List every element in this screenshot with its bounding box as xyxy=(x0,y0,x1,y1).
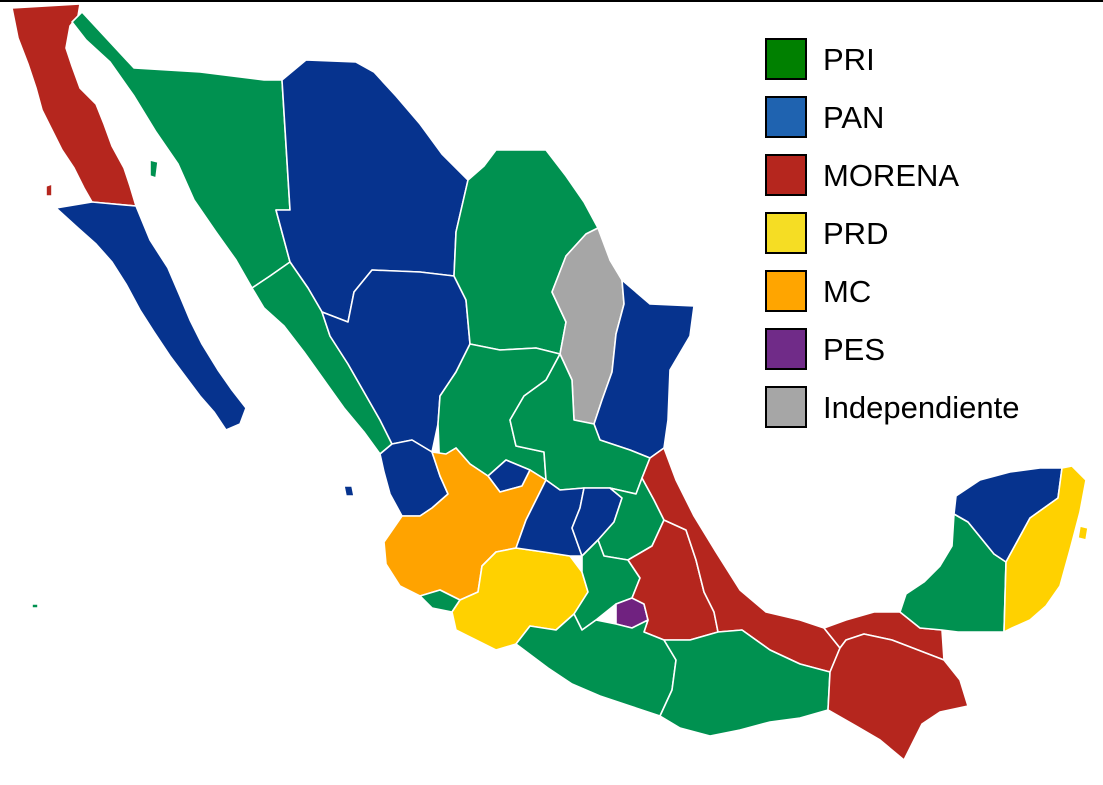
region-oaxaca[interactable] xyxy=(659,629,831,737)
region-chiapas[interactable] xyxy=(827,633,969,761)
legend-item-pri: PRI xyxy=(765,38,1065,96)
region-baja-california-sur[interactable] xyxy=(55,201,247,431)
legend-item-pan: PAN xyxy=(765,96,1065,154)
island-cozumel xyxy=(1077,525,1089,541)
legend-label-pan: PAN xyxy=(823,100,885,135)
legend-swatch-prd xyxy=(765,212,807,254)
legend: PRI PAN MORENA PRD MC PES Independiente xyxy=(765,38,1065,444)
legend-label-prd: PRD xyxy=(823,216,889,251)
region-guerrero[interactable] xyxy=(515,613,677,717)
legend-swatch-pes xyxy=(765,328,807,370)
top-border xyxy=(0,0,1103,2)
legend-label-mc: MC xyxy=(823,274,872,309)
legend-label-morena: MORENA xyxy=(823,158,960,193)
island-revillagigedo xyxy=(31,603,39,609)
region-baja-california[interactable] xyxy=(11,3,137,207)
region-quintana-roo[interactable] xyxy=(1003,465,1087,633)
legend-label-independiente: Independiente xyxy=(823,390,1020,425)
legend-swatch-mc xyxy=(765,270,807,312)
island-islas-marias xyxy=(343,485,355,497)
legend-item-mc: MC xyxy=(765,270,1065,328)
island-tiburon xyxy=(149,159,159,179)
legend-item-prd: PRD xyxy=(765,212,1065,270)
legend-item-morena: MORENA xyxy=(765,154,1065,212)
legend-swatch-independiente xyxy=(765,386,807,428)
legend-swatch-morena xyxy=(765,154,807,196)
legend-swatch-pri xyxy=(765,38,807,80)
legend-swatch-pan xyxy=(765,96,807,138)
legend-label-pri: PRI xyxy=(823,42,875,77)
island-cedros xyxy=(45,183,53,197)
legend-item-independiente: Independiente xyxy=(765,386,1065,444)
legend-label-pes: PES xyxy=(823,332,886,367)
legend-item-pes: PES xyxy=(765,328,1065,386)
